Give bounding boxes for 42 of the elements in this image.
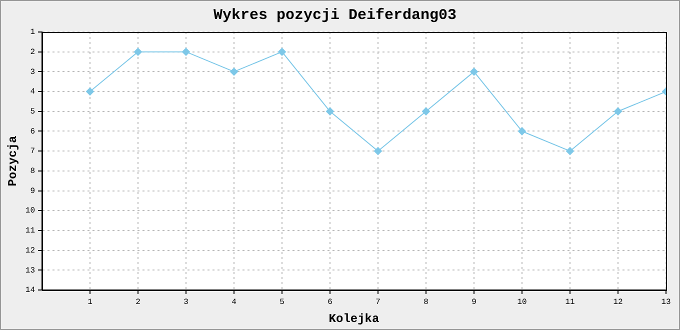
y-tick-label: 10	[25, 206, 36, 216]
x-tick-label: 5	[280, 298, 285, 307]
x-tick-label: 1	[88, 298, 93, 307]
y-tick-label: 6	[30, 127, 36, 136]
x-tick-label: 3	[184, 298, 189, 307]
y-tick-label: 5	[30, 108, 36, 117]
y-tick-label: 11	[25, 226, 36, 236]
point	[614, 107, 622, 116]
x-tick-label: 4	[232, 298, 237, 307]
y-tick-label: 4	[30, 88, 36, 97]
point	[470, 68, 478, 76]
x-tick-label: 9	[472, 298, 477, 307]
y-tick-label: 13	[25, 266, 36, 276]
point	[182, 48, 190, 56]
x-tick-label: 6	[328, 298, 333, 307]
point	[230, 68, 238, 76]
x-tick-label: 12	[613, 298, 623, 307]
y-tick-label: 7	[30, 147, 36, 156]
y-tick-label: 9	[30, 186, 36, 196]
y-tick-label: 1	[30, 28, 36, 38]
chart-title: Wykres pozycji Deiferdang03	[213, 6, 457, 24]
y-tick-label: 12	[25, 246, 36, 256]
point	[326, 107, 334, 116]
x-tick-label: 2	[136, 298, 141, 307]
x-tick-label: 8	[424, 298, 429, 307]
y-axis-title: Pozycja	[6, 136, 20, 186]
point	[278, 48, 286, 56]
x-axis-title: Kolejka	[328, 312, 380, 326]
point	[518, 127, 526, 136]
x-tick-label: 10	[517, 298, 527, 307]
point	[566, 147, 574, 156]
y-tick-label: 14	[25, 286, 36, 296]
point	[86, 88, 94, 96]
y-tick-label: 2	[30, 48, 36, 57]
point	[422, 107, 430, 116]
x-tick-label: 13	[661, 298, 671, 307]
y-tick-label: 8	[30, 167, 36, 176]
x-tick-label: 11	[565, 298, 575, 307]
point	[374, 147, 382, 156]
point	[134, 48, 142, 56]
x-tick-label: 7	[376, 298, 381, 307]
y-tick-label: 3	[30, 68, 36, 77]
